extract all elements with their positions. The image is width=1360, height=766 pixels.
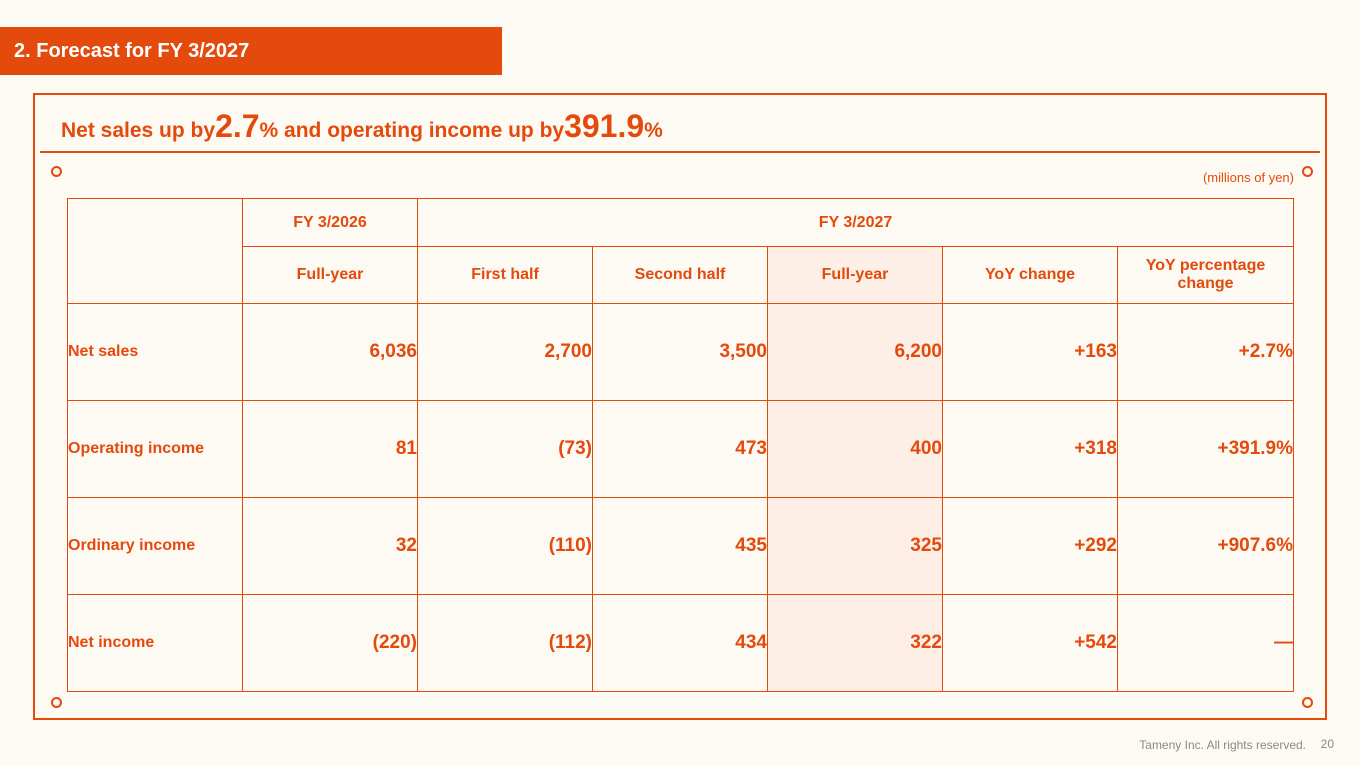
row-label: Net sales <box>67 303 243 401</box>
table-row: Ordinary income 32 (110) 435 325 +292 +9… <box>67 497 1295 595</box>
table-cell: +907.6% <box>1116 497 1295 595</box>
forecast-table: FY 3/2026 FY 3/2027 Full-year First half… <box>67 198 1295 692</box>
table-cell: 32 <box>242 497 418 595</box>
table-cell: +292 <box>942 497 1118 595</box>
table-cell: 322 <box>767 594 943 692</box>
table-cell: — <box>1116 594 1295 692</box>
subheader-yoy-percentage-change: YoY percentage change <box>1116 246 1295 304</box>
table-cell: 435 <box>592 497 768 595</box>
header-fy2026: FY 3/2026 <box>242 198 418 247</box>
table-cell: 81 <box>242 400 418 498</box>
table-cell: (220) <box>242 594 418 692</box>
subheader-first-half: First half <box>417 246 593 304</box>
row-label: Ordinary income <box>67 497 243 595</box>
page-number: 20 <box>1320 737 1334 751</box>
table-cell: 6,036 <box>242 303 418 401</box>
unit-note: (millions of yen) <box>1202 170 1294 185</box>
subheader-fy2027-full-year: Full-year <box>767 246 943 304</box>
headline-value-1: 2.7 <box>215 108 260 144</box>
table-cell: +542 <box>942 594 1118 692</box>
table-cell: 6,200 <box>767 303 943 401</box>
row-label: Operating income <box>67 400 243 498</box>
table-row: Net income (220) (112) 434 322 +542 — <box>67 594 1295 692</box>
headline-text-1: Net sales up by <box>61 119 216 142</box>
table-cell: 325 <box>767 497 943 595</box>
table-cell: (73) <box>417 400 593 498</box>
subheader-fy2026-full-year: Full-year <box>242 246 418 304</box>
table-cell: 2,700 <box>417 303 593 401</box>
content-frame <box>33 93 1327 720</box>
table-cell: +391.9% <box>1116 400 1295 498</box>
table-row: Net sales 6,036 2,700 3,500 6,200 +163 +… <box>67 303 1295 401</box>
corner-dot-bottom-right <box>1302 697 1313 708</box>
headline-text-3: % <box>644 119 663 142</box>
headline-divider <box>40 151 1320 153</box>
table-cell: +318 <box>942 400 1118 498</box>
subheader-second-half: Second half <box>592 246 768 304</box>
table-cell: 3,500 <box>592 303 768 401</box>
header-fy2027: FY 3/2027 <box>416 198 1295 247</box>
table-cell: +2.7% <box>1116 303 1295 401</box>
table-cell: 473 <box>592 400 768 498</box>
table-cell: 434 <box>592 594 768 692</box>
headline-text-2: % and operating income up by <box>259 119 565 142</box>
corner-dot-top-right <box>1302 166 1313 177</box>
table-row: Operating income 81 (73) 473 400 +318 +3… <box>67 400 1295 498</box>
corner-dot-bottom-left <box>51 697 62 708</box>
table-cell: (110) <box>417 497 593 595</box>
table-cell: (112) <box>417 594 593 692</box>
section-title: 2. Forecast for FY 3/2027 <box>0 27 502 75</box>
copyright-notice: Tameny Inc. All rights reserved. <box>1139 738 1306 752</box>
row-label: Net income <box>67 594 243 692</box>
table-cell: +163 <box>942 303 1118 401</box>
subheader-yoy-change: YoY change <box>942 246 1118 304</box>
headline-value-2: 391.9 <box>564 108 645 144</box>
table-cell: 400 <box>767 400 943 498</box>
corner-dot-top-left <box>51 166 62 177</box>
table-group-header-row: FY 3/2026 FY 3/2027 <box>67 198 1295 304</box>
table-sub-header-row: Full-year First half Second half Full-ye… <box>68 246 1295 304</box>
table-corner-cell <box>67 198 243 304</box>
headline: Net sales up by 2.7 % and operating inco… <box>61 108 663 150</box>
